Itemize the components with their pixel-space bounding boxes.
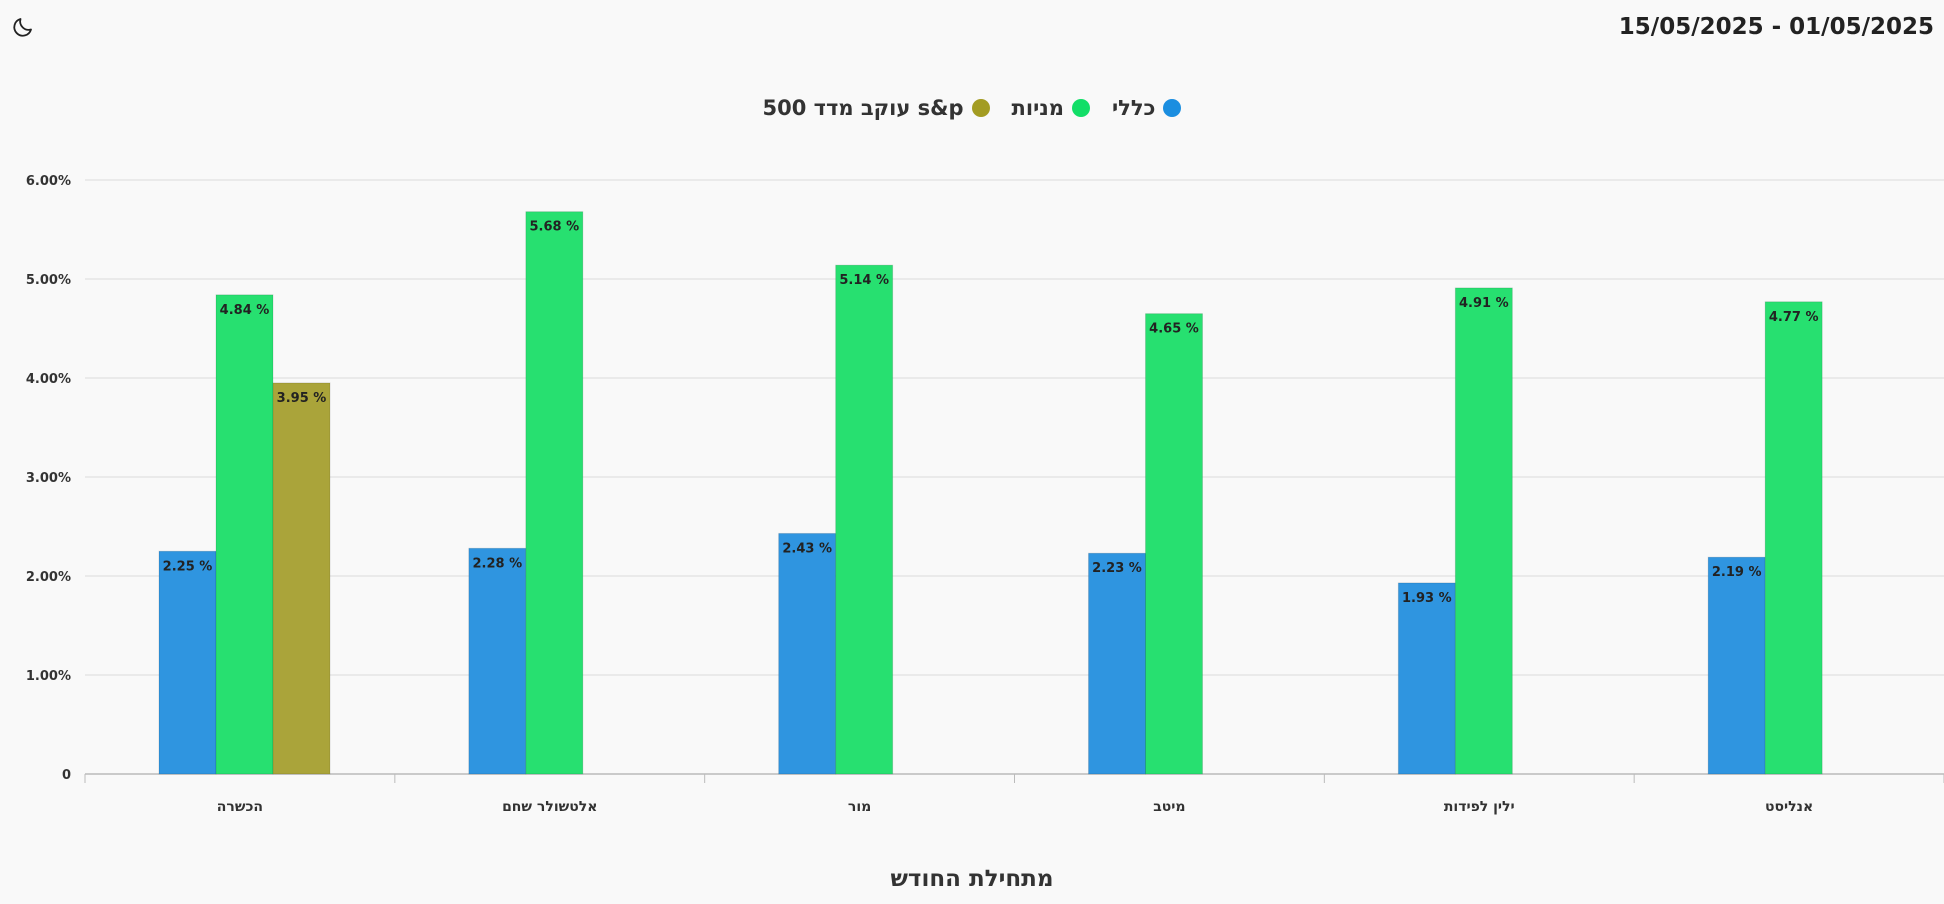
data-label: 2.19 % — [1712, 565, 1762, 580]
x-category-label: ילין לפידות — [1444, 799, 1515, 815]
x-axis-title: מתחילת החודש — [890, 866, 1054, 892]
data-label: 2.43 % — [782, 541, 832, 556]
y-tick-label: 6.00% — [26, 174, 71, 189]
data-label: 2.28 % — [473, 556, 523, 571]
y-tick-label: 3.00% — [26, 471, 71, 486]
chart-legend: כללי מניות s&p עוקב מדד 500 — [0, 96, 1944, 120]
data-label: 4.91 % — [1459, 296, 1509, 311]
bar[interactable] — [1088, 552, 1146, 775]
y-tick-label: 5.00% — [26, 273, 71, 288]
moon-icon — [13, 18, 32, 37]
legend-item-sp500[interactable]: s&p עוקב מדד 500 — [763, 96, 990, 120]
bar-chart: 0 1.00% 2.00% 3.00% 4.00% 5.00% 6.00% 2.25 % 4.8… — [26, 174, 1944, 815]
data-label: 3.95 % — [277, 391, 327, 406]
y-tick-label: 4.00% — [26, 372, 71, 387]
theme-toggle-button[interactable] — [8, 12, 38, 42]
data-label: 2.23 % — [1092, 561, 1142, 576]
data-label: 4.77 % — [1769, 310, 1819, 325]
x-category-label: הכשרה — [217, 799, 263, 815]
bar[interactable] — [525, 211, 584, 775]
bar[interactable] — [1454, 287, 1513, 775]
y-tick-label: 2.00% — [26, 570, 71, 585]
bar[interactable] — [468, 547, 527, 775]
bar[interactable] — [1707, 556, 1766, 775]
bar[interactable] — [1397, 582, 1456, 775]
bar[interactable] — [1145, 313, 1203, 775]
y-tick-label: 0 — [62, 768, 71, 783]
x-category-label: מור — [848, 799, 871, 815]
legend-item-general[interactable]: כללי — [1112, 96, 1182, 120]
bar[interactable] — [1764, 301, 1823, 775]
x-category-label: מיטב — [1153, 799, 1185, 815]
legend-item-stocks[interactable]: מניות — [1012, 96, 1090, 120]
y-tick-label: 1.00% — [26, 669, 71, 684]
data-label: 5.14 % — [839, 273, 889, 288]
x-category-label: אלטשולר שחם — [502, 799, 597, 815]
data-label: 4.84 % — [220, 303, 270, 318]
legend-label: מניות — [1011, 96, 1064, 120]
legend-dot-stocks — [1071, 99, 1090, 117]
bar[interactable] — [835, 264, 894, 775]
bar[interactable] — [158, 550, 217, 775]
bar[interactable] — [778, 532, 837, 775]
bar[interactable] — [215, 294, 274, 775]
bar[interactable] — [272, 382, 331, 775]
data-label: 2.25 % — [163, 559, 213, 574]
legend-dot-sp500 — [971, 99, 990, 117]
legend-label: כללי — [1111, 96, 1156, 120]
data-label: 1.93 % — [1402, 591, 1452, 606]
date-range: 15/05/2025 - 01/05/2025 — [1618, 14, 1934, 40]
data-label: 4.65 % — [1149, 322, 1199, 337]
legend-label: s&p עוקב מדד 500 — [762, 96, 964, 120]
x-category-label: אנליסט — [1765, 799, 1813, 815]
legend-dot-general — [1163, 99, 1182, 117]
data-label: 5.68 % — [530, 220, 580, 235]
